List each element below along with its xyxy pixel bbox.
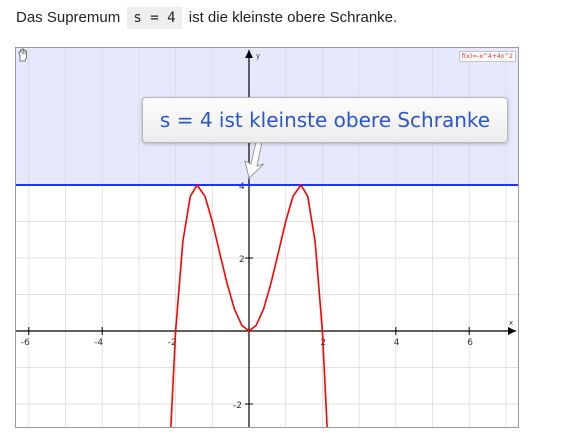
- y-axis-label: y: [256, 52, 260, 60]
- formula-value: 4: [167, 10, 176, 26]
- x-tick-label: -6: [21, 338, 30, 348]
- sentence-prefix: Das Supremum: [16, 9, 121, 26]
- function-label[interactable]: f(x)=-x^4+4x^2: [458, 51, 516, 62]
- y-axis-arrow: [245, 50, 253, 58]
- sentence-suffix: ist die kleinste obere Schranke.: [188, 9, 398, 26]
- callout-pointer-arrow: [244, 141, 265, 179]
- x-tick-label: 6: [467, 338, 473, 348]
- y-tick-label: 4: [239, 182, 245, 192]
- supremum-sentence: Das Supremum s = 4 ist die kleinste ober…: [16, 7, 397, 29]
- supremum-formula: s = 4: [127, 7, 182, 29]
- x-axis-label: x: [509, 319, 513, 327]
- y-tick-label: -2: [233, 401, 242, 411]
- formula-symbol: s: [133, 10, 142, 26]
- x-tick-label: -2: [168, 338, 177, 348]
- x-tick-label: 4: [394, 338, 400, 348]
- x-tick-label: -4: [94, 338, 103, 348]
- y-tick-label: 2: [239, 255, 245, 265]
- hand-cursor-icon: [18, 48, 27, 62]
- function-curve: [170, 184, 328, 427]
- supremum-callout[interactable]: s = 4 ist kleinste obere Schranke: [142, 97, 508, 143]
- x-axis-arrow: [508, 327, 516, 335]
- geogebra-applet[interactable]: x y -6 -4 -2 2 4 6 -2 2 4 f(x)=-x^4+4x^2 s = 4 ist…: [15, 47, 519, 428]
- formula-equals: =: [150, 10, 159, 26]
